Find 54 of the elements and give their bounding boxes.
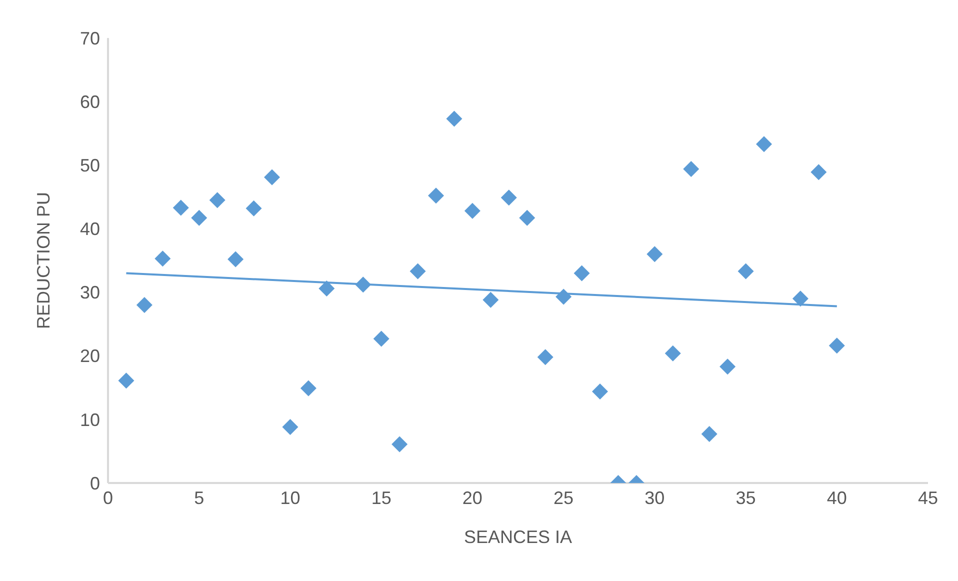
point [664, 345, 681, 362]
x-tick-label: 5 [194, 488, 204, 508]
x-tick-label: 40 [826, 488, 847, 508]
y-tick-label: 10 [80, 410, 100, 430]
point [500, 190, 517, 206]
y-tick-label: 30 [80, 282, 100, 303]
x-tick-label: 15 [371, 488, 392, 508]
point [136, 297, 152, 313]
point [683, 160, 700, 177]
point [300, 380, 316, 396]
point [537, 349, 554, 366]
point [246, 200, 262, 216]
point [792, 290, 808, 307]
point [373, 330, 390, 347]
point [828, 338, 845, 354]
point [446, 110, 462, 127]
point [191, 210, 208, 226]
y-tick-label: 0 [90, 473, 100, 494]
point [592, 383, 608, 400]
point [646, 246, 663, 262]
point [410, 263, 426, 280]
y-tick-label: 70 [80, 28, 100, 48]
point [428, 188, 444, 204]
point [720, 358, 736, 375]
point [464, 202, 480, 219]
point [392, 436, 408, 452]
y-tick-label: 60 [80, 92, 100, 112]
point [482, 292, 499, 308]
y-tick-label: 40 [80, 219, 100, 240]
point [154, 250, 171, 267]
point [264, 169, 280, 186]
point [282, 419, 298, 436]
point [318, 280, 335, 296]
point [701, 426, 718, 442]
point [756, 136, 772, 152]
y-axis-title: REDUCTION PU [33, 192, 54, 330]
point [574, 265, 590, 282]
x-axis-title: SEANCES IA [464, 527, 572, 547]
y-tick-label: 20 [80, 346, 100, 366]
x-tick-label: 25 [554, 488, 574, 508]
x-tick-label: 0 [102, 488, 114, 508]
y-tick-label: 50 [80, 156, 100, 176]
point [738, 263, 754, 280]
x-tick-label: 20 [462, 488, 482, 508]
x-tick-label: 10 [280, 488, 300, 508]
point [519, 210, 536, 226]
x-tick-label: 30 [644, 488, 665, 508]
x-tick-label: 45 [918, 488, 938, 508]
point [118, 372, 134, 389]
point [228, 251, 244, 268]
point [810, 164, 827, 180]
point [209, 192, 226, 208]
x-tick-label: 35 [736, 488, 756, 508]
point [172, 200, 189, 216]
